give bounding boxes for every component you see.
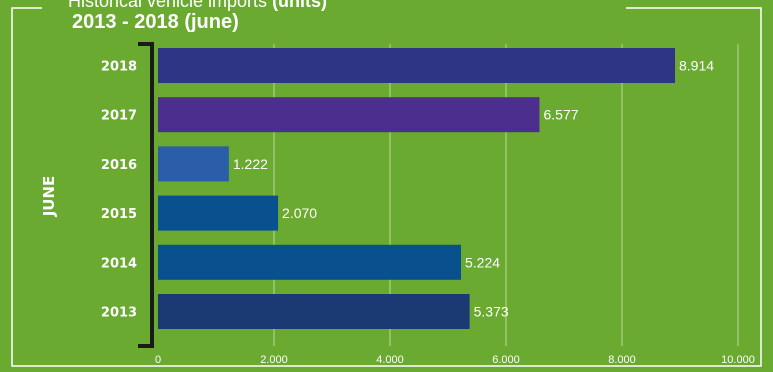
x-tick-label: 0 [155,354,161,366]
chart-title: Historical vehicle imports (units) [68,0,327,11]
category-label: 2013 [101,306,137,321]
chart-title-text: Historical vehicle imports [68,0,273,11]
category-label: 2018 [101,60,137,75]
bar [158,48,676,83]
bar-value-label: 8.914 [679,58,714,74]
x-tick-label: 2.000 [260,354,288,366]
bar-value-label: 5.373 [474,304,509,320]
x-tick-label: 4.000 [376,354,404,366]
category-label: 2017 [101,109,137,124]
x-tick-label: 8.000 [608,354,636,366]
grid-lines [273,44,739,346]
x-tick-label: 10.000 [721,354,755,366]
bar-value-label: 2.070 [282,205,317,221]
bar [158,294,470,329]
bars [158,48,676,329]
bar [158,146,229,182]
bar-value-label: 6.577 [543,107,578,123]
x-tick-label: 6.000 [492,354,520,366]
bar [158,195,279,231]
chart-title-unit: (units) [272,0,328,11]
bar-value-label: 5.224 [465,254,500,270]
group-label: JUNE [40,175,58,217]
chart-subtitle: 2013 - 2018 (june) [72,11,239,33]
category-bracket [138,42,154,348]
frame-left-segment [11,7,762,367]
bar [158,244,461,280]
category-label: 2015 [101,207,137,222]
value-labels: 8.914 6.577 1.222 2.070 5.224 5.373 [233,58,714,320]
category-labels: 2018 2017 2016 2015 2014 2013 [101,60,137,321]
x-axis-ticks: 0 2.000 4.000 6.000 8.000 10.000 [155,354,755,366]
category-label: 2016 [101,158,137,173]
bar-value-label: 1.222 [233,156,268,172]
category-label: 2014 [101,256,137,271]
bar [158,97,540,133]
